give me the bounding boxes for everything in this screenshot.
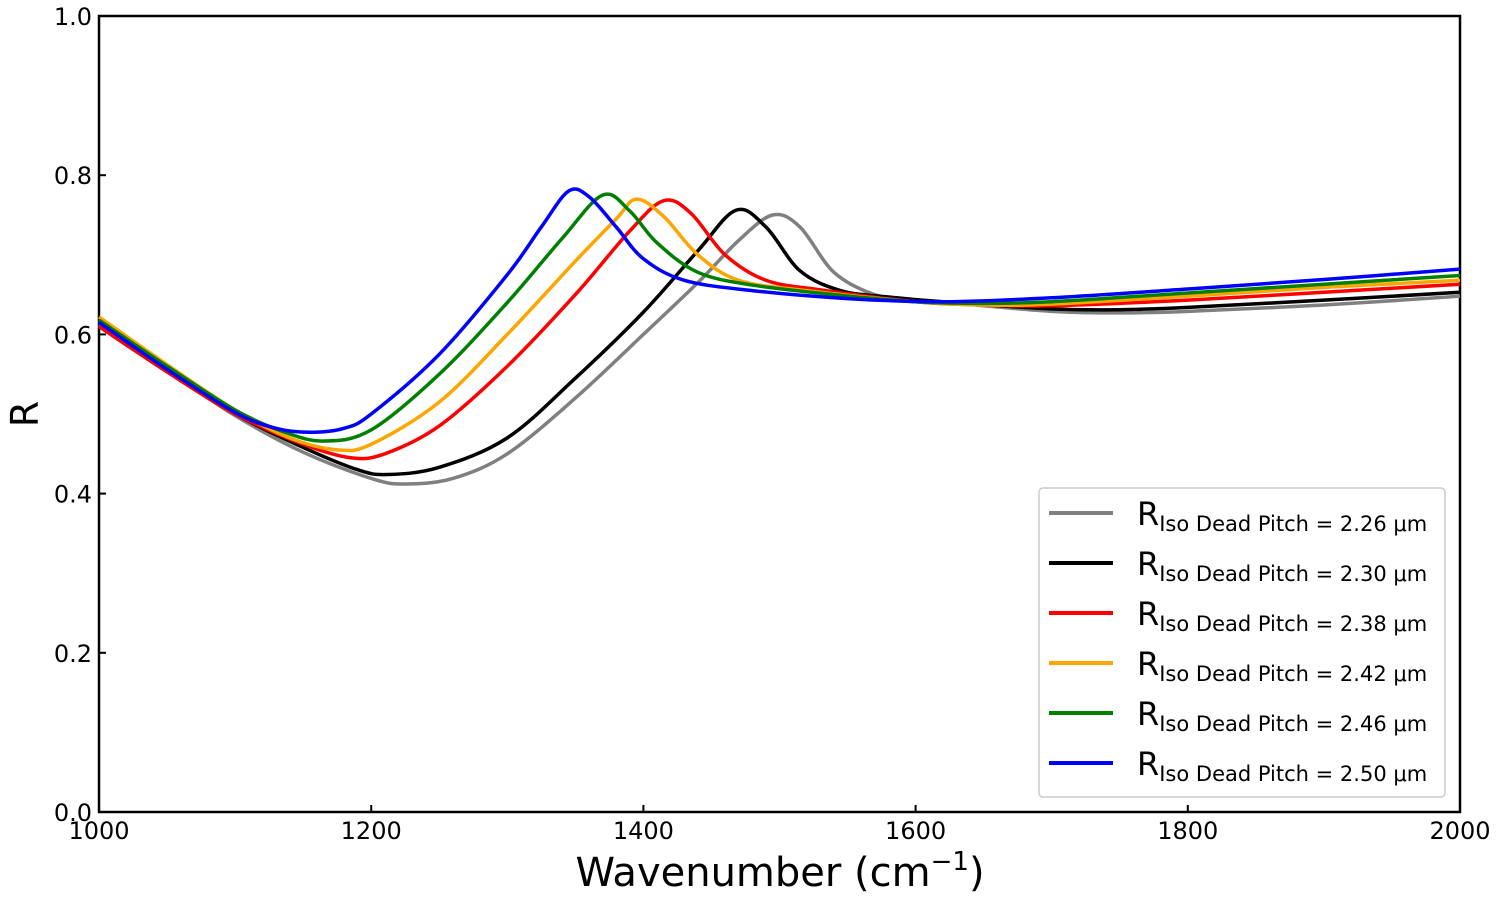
y-axis-label: R <box>3 401 47 427</box>
y-tick-label: 0.8 <box>54 162 92 190</box>
legend-box <box>1038 487 1446 798</box>
x-tick-label: 1200 <box>341 817 402 845</box>
series-line-6 <box>98 187 1461 435</box>
series-group <box>97 187 1461 486</box>
y-tick-label: 0.4 <box>54 481 92 509</box>
plot-area <box>97 14 1462 814</box>
y-tick-label: 1.0 <box>54 3 92 31</box>
y-axis-ticks: 0.0 0.2 0.4 0.6 0.8 1.0 <box>54 3 106 827</box>
series-line-3 <box>98 198 1461 461</box>
x-tick-label: 2000 <box>1429 817 1490 845</box>
axes-frame <box>97 14 1462 814</box>
x-tick-label: 1800 <box>1157 817 1218 845</box>
legend-label-3: RIso Dead Pitch = 2.38 μm <box>1137 595 1427 636</box>
y-tick-label: 0.6 <box>54 321 92 349</box>
legend: RIso Dead Pitch = 2.26 μm RIso Dead Pitch… <box>1038 487 1446 798</box>
x-tick-label: 1600 <box>885 817 946 845</box>
y-tick-label: 0.0 <box>54 799 92 827</box>
legend-label-6: RIso Dead Pitch = 2.50 μm <box>1137 745 1427 786</box>
series-line-2 <box>98 207 1461 477</box>
legend-label-5: RIso Dead Pitch = 2.46 μm <box>1137 695 1427 736</box>
series-line-1 <box>98 212 1461 486</box>
series-line-5 <box>98 192 1461 443</box>
series-line-4 <box>97 197 1461 453</box>
x-axis-label: Wavenumber (cm−1) <box>575 847 984 896</box>
x-tick-label: 1400 <box>613 817 674 845</box>
x-tick-label: 1000 <box>68 817 129 845</box>
legend-label-2: RIso Dead Pitch = 2.30 μm <box>1137 545 1427 586</box>
legend-label-1: RIso Dead Pitch = 2.26 μm <box>1137 495 1427 536</box>
x-axis-ticks: 1000 1200 1400 1600 1800 2000 <box>68 805 1491 845</box>
y-tick-label: 0.2 <box>54 640 92 668</box>
legend-label-4: RIso Dead Pitch = 2.42 μm <box>1137 645 1427 686</box>
